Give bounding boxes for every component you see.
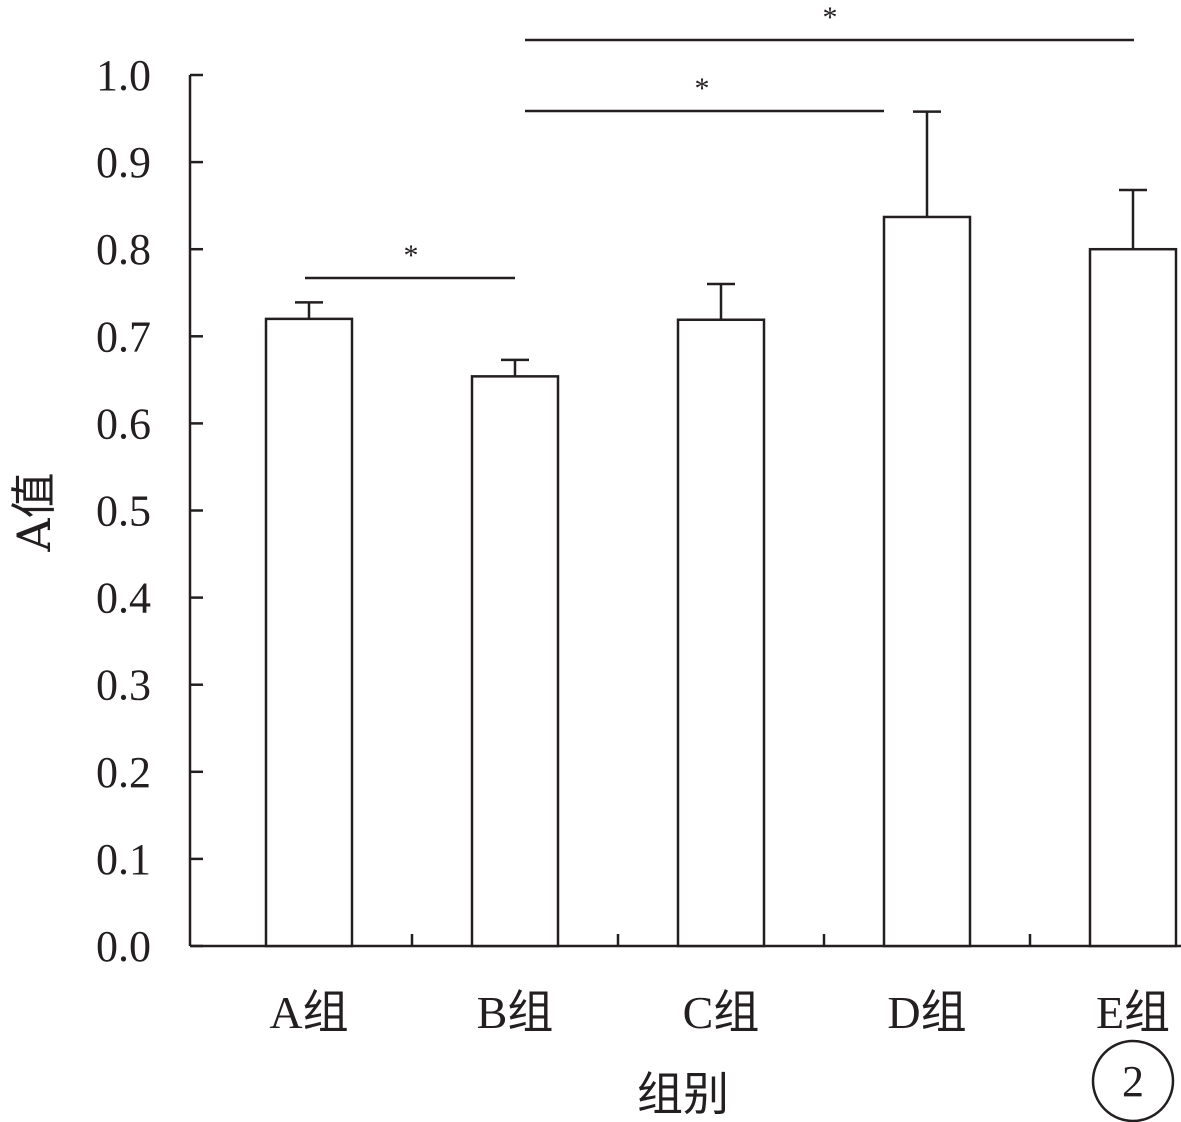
y-tick-label: 0.6 [96, 399, 151, 448]
significance-brackets: * * * [305, 1, 1134, 280]
chart-bars [264, 110, 1178, 948]
y-tick-label: 0.8 [96, 225, 151, 274]
significance-star: * [695, 72, 710, 105]
significance-star: * [404, 239, 419, 272]
y-tick-label: 1.0 [96, 51, 151, 100]
figure-badge-circle [1091, 1039, 1175, 1122]
bar [676, 318, 766, 948]
x-category-label: C组 [683, 987, 760, 1038]
x-category-label: E组 [1096, 987, 1170, 1038]
bar [470, 375, 560, 948]
chart-labels: 0.0 0.1 0.2 0.3 0.4 0.5 0.6 0.7 0.8 0.9 1.0 A组 B组 C组 D… [96, 51, 1170, 1038]
y-axis-title: A值 [7, 472, 61, 552]
figure-badge-number: 2 [1122, 1057, 1144, 1106]
y-tick-label: 0.4 [96, 574, 151, 623]
y-tick-label: 0.0 [96, 922, 151, 971]
x-category-label: A组 [269, 987, 348, 1038]
y-tick-label: 0.5 [96, 487, 151, 536]
y-tick-label: 0.3 [96, 661, 151, 710]
y-tick-label: 0.9 [96, 138, 151, 187]
y-tick-label: 0.7 [96, 312, 151, 361]
chart-axes [188, 73, 1181, 948]
figure-badge: 2 [1091, 1039, 1175, 1122]
bar [882, 215, 972, 948]
x-axis-title: 组别 [637, 1067, 729, 1121]
x-category-label: B组 [477, 987, 554, 1038]
bar [264, 317, 354, 948]
bar [1088, 247, 1178, 948]
significance-star: * [823, 1, 838, 34]
x-category-label: D组 [887, 987, 966, 1038]
y-tick-label: 0.2 [96, 748, 151, 797]
y-tick-label: 0.1 [96, 835, 151, 884]
